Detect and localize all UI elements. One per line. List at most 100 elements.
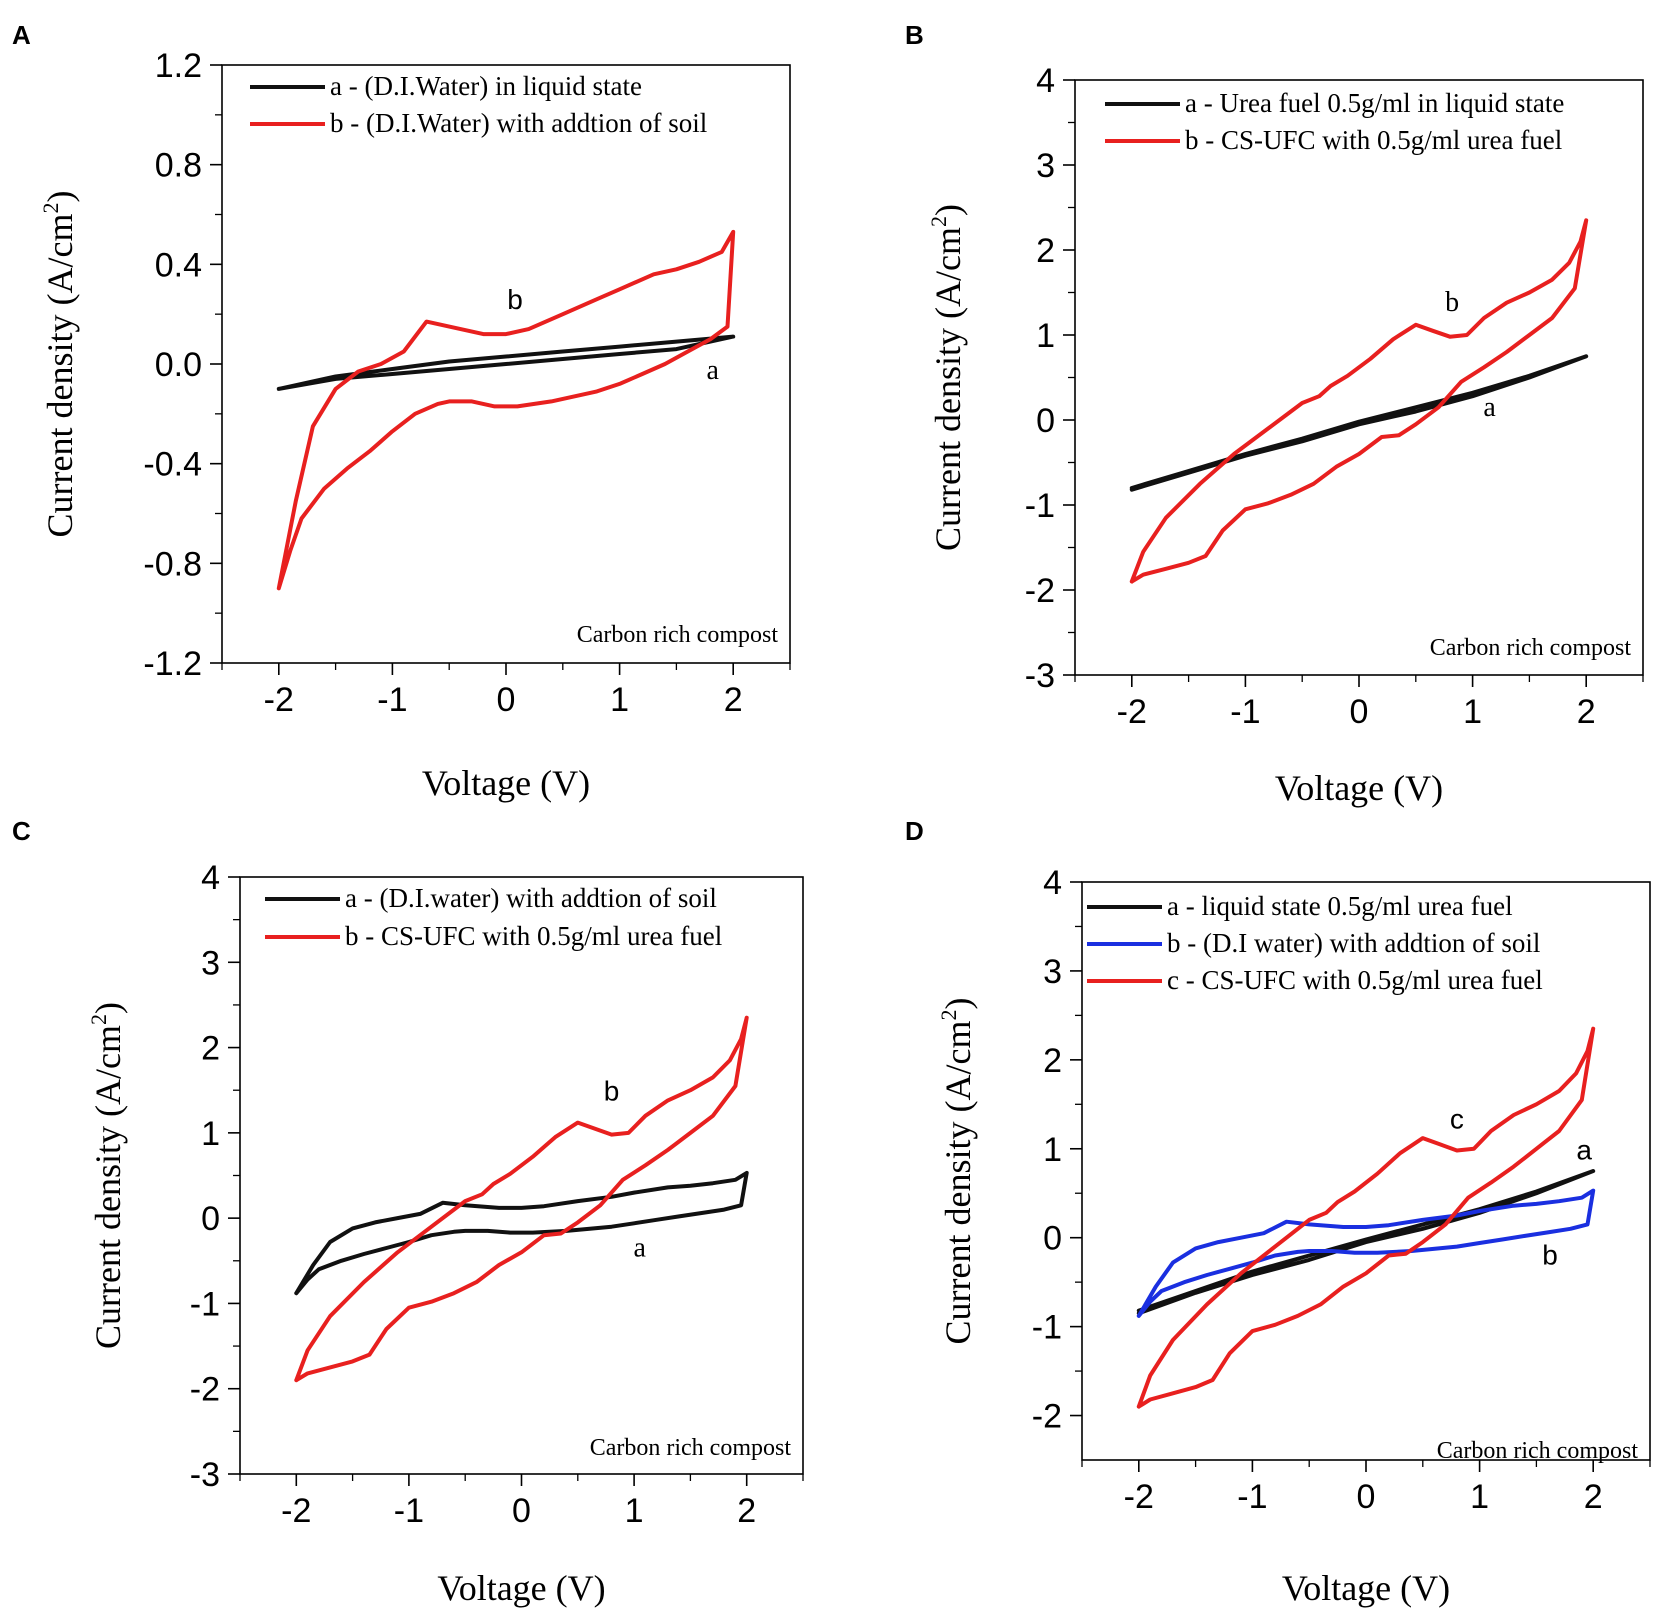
y-tick-label: 1 — [1043, 1131, 1062, 1169]
x-tick-label: 2 — [724, 681, 743, 719]
x-tick-label: -1 — [377, 681, 407, 719]
x-axis: -2 -1 0 1 2 — [239, 1474, 804, 1530]
legend-entry-a: a - Urea fuel 0.5g/ml in liquid state — [1185, 88, 1564, 118]
y-tick-label: 0 — [1036, 402, 1055, 440]
series-group — [1136, 1026, 1596, 1409]
legend-entry-a: a - (D.I.Water) in liquid state — [330, 71, 642, 101]
y-tick-label: 0 — [1043, 1220, 1062, 1258]
y-tick-label: -1 — [1025, 487, 1055, 525]
panel-c: C -2 -1 0 1 2 -3 -2 -1 0 1 2 3 4 Voltage (V) Current de… — [12, 816, 804, 1608]
x-axis-title: Voltage (V) — [1282, 1568, 1450, 1608]
x-tick-label: -2 — [1124, 1478, 1154, 1516]
x-tick-label: 2 — [1584, 1478, 1603, 1516]
y-axis-title: Current density (A/cm2) — [936, 998, 978, 1345]
curve-label-c: c — [1450, 1103, 1464, 1134]
x-tick-label: 1 — [610, 681, 629, 719]
y-tick-label: -0.4 — [143, 446, 202, 484]
x-axis: -2 -1 0 1 2 — [1074, 675, 1644, 731]
series-line-a — [276, 334, 736, 391]
curve-label-b: b — [507, 284, 523, 315]
y-tick-label: 3 — [1036, 147, 1055, 185]
series-group — [294, 1015, 749, 1383]
x-tick-label: -2 — [281, 1492, 311, 1530]
y-tick-label: 1 — [1036, 317, 1055, 355]
series-line-b — [276, 229, 736, 591]
legend-entry-b: b - CS-UFC with 0.5g/ml urea fuel — [1185, 125, 1562, 155]
y-tick-label: 3 — [201, 944, 220, 982]
x-tick-label: 1 — [1463, 693, 1482, 731]
x-tick-label: 1 — [625, 1492, 644, 1530]
series-line-b — [1136, 1188, 1596, 1318]
curve-label-a: a — [707, 355, 720, 386]
panel-letter: B — [905, 20, 924, 50]
annotation-note: Carbon rich compost — [1437, 1438, 1639, 1464]
y-tick-label: 0 — [201, 1200, 220, 1238]
x-axis-title: Voltage (V) — [1275, 768, 1443, 808]
y-axis-title: Current density (A/cm2) — [926, 204, 968, 551]
legend-entry-a: a - (D.I.water) with addtion of soil — [345, 883, 717, 913]
y-tick-label: -0.8 — [143, 545, 202, 583]
legend: a - (D.I.Water) in liquid state b - (D.I.… — [250, 71, 707, 138]
y-tick-label: 1 — [201, 1115, 220, 1153]
curve-label-a: a — [1483, 392, 1496, 423]
x-tick-label: 0 — [497, 681, 516, 719]
y-tick-label: 4 — [201, 859, 220, 897]
y-tick-label: 3 — [1043, 953, 1062, 991]
y-tick-label: -2 — [190, 1371, 220, 1409]
legend-entry-b: b - CS-UFC with 0.5g/ml urea fuel — [345, 921, 722, 951]
annotation-note: Carbon rich compost — [577, 622, 779, 648]
y-tick-label: 4 — [1036, 62, 1055, 100]
panel-d: D -2 -1 0 1 2 -2 -1 0 1 2 3 4 Voltage (V) Current dens… — [905, 816, 1651, 1608]
x-axis: -2 -1 0 1 2 — [221, 663, 791, 719]
y-tick-label: -2 — [1025, 572, 1055, 610]
series-line-a — [1129, 354, 1589, 492]
series-group — [276, 229, 736, 591]
curve-label-a: a — [1576, 1134, 1592, 1165]
y-tick-label: -2 — [1032, 1398, 1062, 1436]
legend-entry-a: a - liquid state 0.5g/ml urea fuel — [1167, 891, 1513, 921]
curve-label-a: a — [634, 1233, 647, 1264]
plot-frame — [239, 876, 804, 1475]
annotation-note: Carbon rich compost — [1430, 635, 1632, 661]
legend-entry-b: b - (D.I water) with addtion of soil — [1167, 928, 1540, 958]
y-axis: -1.2 -0.8 -0.4 0.0 0.4 0.8 1.2 — [143, 47, 222, 683]
panel-letter: A — [12, 20, 31, 50]
legend: a - Urea fuel 0.5g/ml in liquid state b -… — [1105, 88, 1564, 155]
y-axis-title: Current density (A/cm2) — [86, 1002, 128, 1349]
legend-entry-c: c - CS-UFC with 0.5g/ml urea fuel — [1167, 965, 1543, 995]
x-axis-title: Voltage (V) — [422, 763, 590, 803]
y-tick-label: 0.8 — [155, 147, 202, 185]
y-tick-label: -1 — [1032, 1309, 1062, 1347]
panel-a: A -2 -1 0 1 2 -1.2 -0.8 -0.4 0.0 0.4 0.8 1.2 Voltage … — [12, 20, 791, 803]
y-tick-label: 4 — [1043, 864, 1062, 902]
curve-label-b: b — [1542, 1239, 1558, 1270]
x-tick-label: 2 — [1577, 693, 1596, 731]
series-line-c — [1136, 1026, 1596, 1409]
series-line-a — [1136, 1169, 1596, 1316]
y-tick-label: -3 — [1025, 657, 1055, 695]
y-tick-label: -1.2 — [143, 645, 202, 683]
y-tick-label: 2 — [1043, 1042, 1062, 1080]
y-axis: -3 -2 -1 0 1 2 3 4 — [1025, 62, 1075, 695]
y-tick-label: 1.2 — [155, 47, 202, 85]
series-line-b — [1129, 218, 1589, 584]
panel-b: B -2 -1 0 1 2 -3 -2 -1 0 1 2 3 4 Voltage (V) Current de… — [905, 20, 1644, 808]
x-tick-label: -1 — [1237, 1478, 1267, 1516]
x-tick-label: -2 — [1117, 693, 1147, 731]
y-tick-label: -3 — [190, 1456, 220, 1494]
x-tick-label: 2 — [737, 1492, 756, 1530]
series-line-b — [294, 1015, 749, 1383]
panel-letter: D — [905, 816, 924, 846]
x-tick-label: -1 — [394, 1492, 424, 1530]
y-tick-label: 0.4 — [155, 246, 202, 284]
curve-label-b: b — [604, 1075, 620, 1106]
series-group — [1129, 218, 1589, 584]
x-tick-label: 1 — [1470, 1478, 1489, 1516]
x-axis: -2 -1 0 1 2 — [1081, 1460, 1651, 1516]
series-line-a — [294, 1170, 749, 1296]
curve-label-b: b — [1445, 287, 1459, 318]
x-axis-title: Voltage (V) — [437, 1568, 605, 1608]
plot-frame — [1074, 79, 1644, 676]
y-tick-label: 2 — [1036, 232, 1055, 270]
